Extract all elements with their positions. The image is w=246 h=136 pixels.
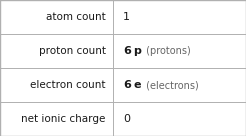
Text: electron count: electron count [30, 80, 106, 90]
Text: atom count: atom count [46, 12, 106, 22]
Text: 6: 6 [123, 46, 131, 56]
Text: (electrons): (electrons) [143, 80, 199, 90]
Text: (protons): (protons) [143, 46, 191, 56]
Text: proton count: proton count [39, 46, 106, 56]
Text: 1: 1 [123, 12, 130, 22]
Text: p: p [133, 46, 141, 56]
Text: 0: 0 [123, 114, 130, 124]
Text: e: e [133, 80, 141, 90]
Text: 6: 6 [123, 80, 131, 90]
Text: net ionic charge: net ionic charge [21, 114, 106, 124]
